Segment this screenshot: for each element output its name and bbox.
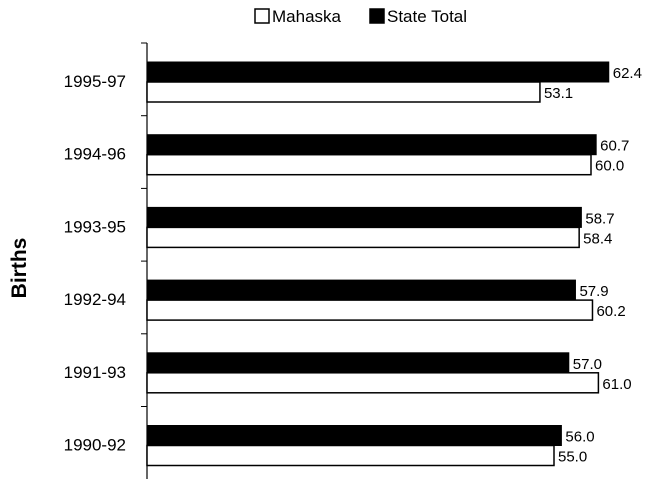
bar-mahaska-1994-96 [146,153,592,176]
bar-state-total-1993-95 [146,206,582,228]
category-axis [141,42,148,479]
legend-swatch-state-total [369,8,385,24]
category-label-1993-95: 1993-95 [64,217,126,236]
legend-label-mahaska: Mahaska [272,7,342,26]
bar-state-total-1995-97 [146,61,610,83]
data-label-mahaska-1990-92: 55.0 [558,449,587,466]
category-tick-labels: 1995-97 1994-96 1993-95 1992-94 1991-93 1990-… [64,72,126,455]
data-label-mahaska-1993-95: 58.4 [583,230,612,247]
bar-state-total-1991-93 [146,352,570,374]
data-label-state-total-1995-97: 62.4 [613,65,642,82]
data-label-state-total-1990-92: 56.0 [565,429,594,446]
category-label-1995-97: 1995-97 [64,72,126,91]
data-labels: 62.4 53.1 60.7 60.0 58.7 58.4 57.9 60.2 57.061.0… [544,65,642,466]
chart-legend: Mahaska State Total [254,7,467,26]
data-label-state-total-1993-95: 58.7 [585,210,614,227]
category-label-1991-93: 1991-93 [64,363,126,382]
data-label-mahaska-1995-97: 53.1 [544,85,573,102]
legend-label-state-total: State Total [387,7,467,26]
category-label-1994-96: 1994-96 [64,145,126,164]
bar-mahaska-1993-95 [146,226,580,249]
data-label-state-total-1992-94: 57.9 [579,283,608,300]
bar-state-total-1992-94 [146,279,576,301]
bars [146,61,610,467]
data-label-state-total-1994-96: 60.7 [600,138,629,155]
legend-swatch-mahaska [254,8,270,24]
bar-state-total-1990-92 [146,425,562,446]
bar-state-total-1994-96 [146,134,597,156]
bar-mahaska-1991-93 [146,372,600,394]
category-label-1992-94: 1992-94 [64,290,126,309]
data-label-state-total-1991-93: 57.0 [573,356,602,373]
bar-mahaska-1992-94 [146,299,594,321]
bar-mahaska-1990-92 [146,444,555,467]
data-label-mahaska-1991-93: 61.0 [602,376,631,393]
bar-mahaska-1995-97 [146,81,541,103]
data-label-mahaska-1994-96: 60.0 [595,158,624,175]
category-label-1990-92: 1990-92 [64,436,126,455]
y-axis-title: Births [8,238,31,299]
data-label-mahaska-1992-94: 60.2 [596,303,625,320]
